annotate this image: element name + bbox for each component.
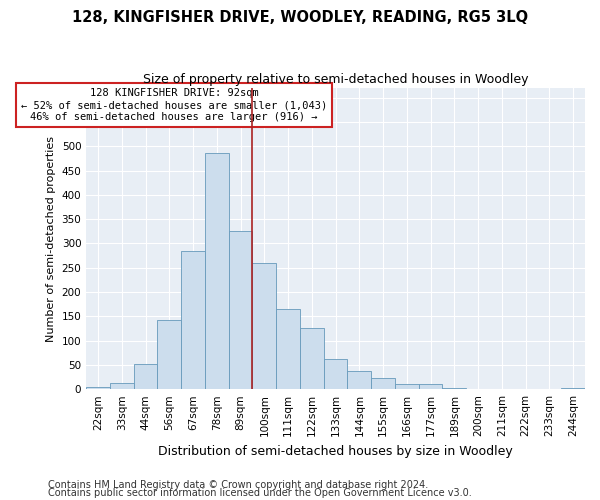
Text: Contains public sector information licensed under the Open Government Licence v3: Contains public sector information licen… (48, 488, 472, 498)
Bar (419, 384, 442, 389)
Bar (276, 309, 300, 389)
Bar (347, 371, 371, 389)
Title: Size of property relative to semi-detached houses in Woodley: Size of property relative to semi-detach… (143, 72, 529, 86)
Bar (253, 263, 276, 389)
X-axis label: Distribution of semi-detached houses by size in Woodley: Distribution of semi-detached houses by … (158, 444, 513, 458)
Bar (134, 364, 157, 389)
Bar (442, 388, 466, 389)
Bar (395, 384, 419, 389)
Bar (371, 378, 395, 389)
Bar (561, 388, 585, 389)
Text: 128 KINGFISHER DRIVE: 92sqm
← 52% of semi-detached houses are smaller (1,043)
46: 128 KINGFISHER DRIVE: 92sqm ← 52% of sem… (21, 88, 327, 122)
Bar (205, 152, 229, 389)
Text: Contains HM Land Registry data © Crown copyright and database right 2024.: Contains HM Land Registry data © Crown c… (48, 480, 428, 490)
Bar (157, 320, 181, 389)
Y-axis label: Number of semi-detached properties: Number of semi-detached properties (46, 136, 56, 342)
Bar (181, 251, 205, 389)
Bar (110, 383, 134, 389)
Bar (229, 232, 253, 389)
Text: 128, KINGFISHER DRIVE, WOODLEY, READING, RG5 3LQ: 128, KINGFISHER DRIVE, WOODLEY, READING,… (72, 10, 528, 25)
Bar (300, 328, 324, 389)
Bar (324, 358, 347, 389)
Bar (86, 387, 110, 389)
